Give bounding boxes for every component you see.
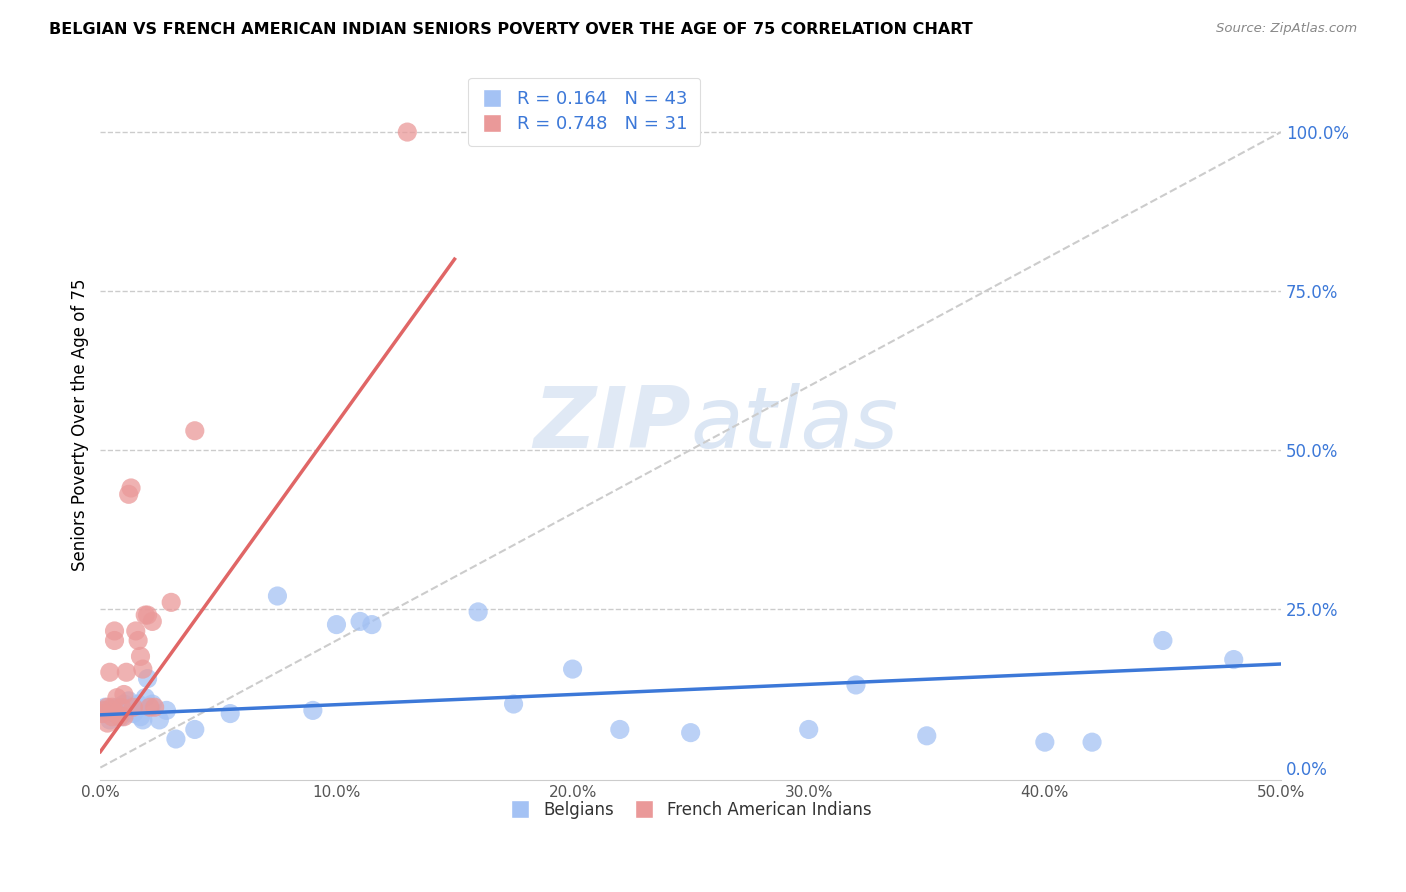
Point xyxy=(184,424,207,438)
Point xyxy=(108,703,131,717)
Point xyxy=(134,608,156,623)
Point xyxy=(1152,633,1174,648)
Point xyxy=(103,624,125,638)
Point xyxy=(94,703,117,717)
Point xyxy=(101,703,124,717)
Point xyxy=(105,700,128,714)
Point xyxy=(361,617,384,632)
Point xyxy=(160,595,183,609)
Point xyxy=(134,690,156,705)
Point xyxy=(148,713,170,727)
Point xyxy=(101,710,124,724)
Text: atlas: atlas xyxy=(690,383,898,466)
Point xyxy=(127,697,149,711)
Point xyxy=(467,605,489,619)
Point xyxy=(127,633,149,648)
Point xyxy=(129,649,152,664)
Point xyxy=(103,706,125,721)
Point xyxy=(105,706,128,721)
Point xyxy=(96,700,118,714)
Point xyxy=(219,706,242,721)
Point xyxy=(915,729,938,743)
Point xyxy=(143,700,166,714)
Point xyxy=(1222,652,1244,666)
Point xyxy=(91,703,114,717)
Point xyxy=(110,700,132,714)
Point xyxy=(609,723,631,737)
Point xyxy=(1033,735,1056,749)
Point xyxy=(96,706,118,721)
Point xyxy=(502,697,524,711)
Point xyxy=(112,688,135,702)
Y-axis label: Seniors Poverty Over the Age of 75: Seniors Poverty Over the Age of 75 xyxy=(72,278,89,571)
Text: ZIP: ZIP xyxy=(533,383,690,466)
Point xyxy=(115,665,138,680)
Point xyxy=(797,723,820,737)
Point xyxy=(91,706,114,721)
Point xyxy=(266,589,288,603)
Point xyxy=(120,700,142,714)
Point xyxy=(1081,735,1104,749)
Point xyxy=(125,703,148,717)
Point xyxy=(184,723,207,737)
Text: Source: ZipAtlas.com: Source: ZipAtlas.com xyxy=(1216,22,1357,36)
Point xyxy=(155,703,177,717)
Point xyxy=(679,725,702,739)
Point xyxy=(325,617,347,632)
Point xyxy=(118,487,141,501)
Point xyxy=(115,703,138,717)
Point xyxy=(122,706,145,721)
Point xyxy=(141,615,163,629)
Point xyxy=(120,481,142,495)
Point xyxy=(396,125,419,139)
Point xyxy=(125,624,148,638)
Point xyxy=(98,665,121,680)
Point xyxy=(129,710,152,724)
Legend: Belgians, French American Indians: Belgians, French American Indians xyxy=(503,794,879,825)
Point xyxy=(94,700,117,714)
Text: BELGIAN VS FRENCH AMERICAN INDIAN SENIORS POVERTY OVER THE AGE OF 75 CORRELATION: BELGIAN VS FRENCH AMERICAN INDIAN SENIOR… xyxy=(49,22,973,37)
Point xyxy=(349,615,371,629)
Point xyxy=(112,710,135,724)
Point xyxy=(136,608,159,623)
Point xyxy=(136,672,159,686)
Point xyxy=(561,662,583,676)
Point xyxy=(132,662,155,676)
Point xyxy=(302,703,325,717)
Point xyxy=(105,690,128,705)
Point xyxy=(118,694,141,708)
Point xyxy=(165,731,187,746)
Point xyxy=(132,713,155,727)
Point xyxy=(845,678,868,692)
Point xyxy=(96,716,118,731)
Point xyxy=(141,697,163,711)
Point xyxy=(101,700,124,714)
Point xyxy=(122,700,145,714)
Point xyxy=(98,713,121,727)
Point xyxy=(103,633,125,648)
Point xyxy=(108,710,131,724)
Point xyxy=(112,697,135,711)
Point xyxy=(139,700,162,714)
Point xyxy=(110,710,132,724)
